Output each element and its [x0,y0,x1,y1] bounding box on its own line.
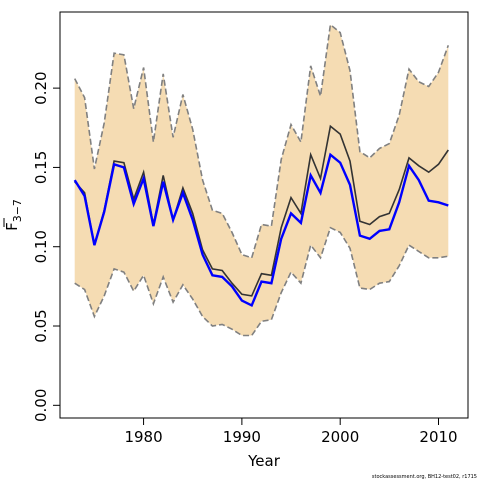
y-axis-title-main: F [3,222,21,231]
blue-series-line [73,152,449,308]
y-tick-label: 0.20 [32,71,50,104]
estimate-line [74,124,449,297]
y-tick-label: 0.05 [32,309,50,342]
plot-area [73,23,450,337]
x-tick-label: 2000 [321,428,359,446]
axes: 1980 1990 2000 2010 0.00 0.05 0.10 0.15 0.20 [32,71,458,446]
y-tick-label: 0.00 [32,389,50,422]
x-tick-label: 1980 [124,428,162,446]
svg-text:F3−7: F3−7 [3,199,24,231]
band-lower-line [74,226,449,337]
plot-frame [59,11,469,419]
x-axis-title: Year [247,452,281,470]
band-upper-line [73,23,450,259]
y-axis-title: F3−7 [3,199,24,231]
y-axis-title-subscript: 3−7 [11,199,24,222]
y-tick-label: 0.15 [32,151,50,184]
confidence-band [74,24,449,336]
x-tick-label: 2010 [419,428,457,446]
y-tick-label: 0.10 [32,230,50,263]
x-tick-label: 1990 [223,428,261,446]
footnote: stockassessment.org, BH12-test02, r1715 [372,474,477,480]
